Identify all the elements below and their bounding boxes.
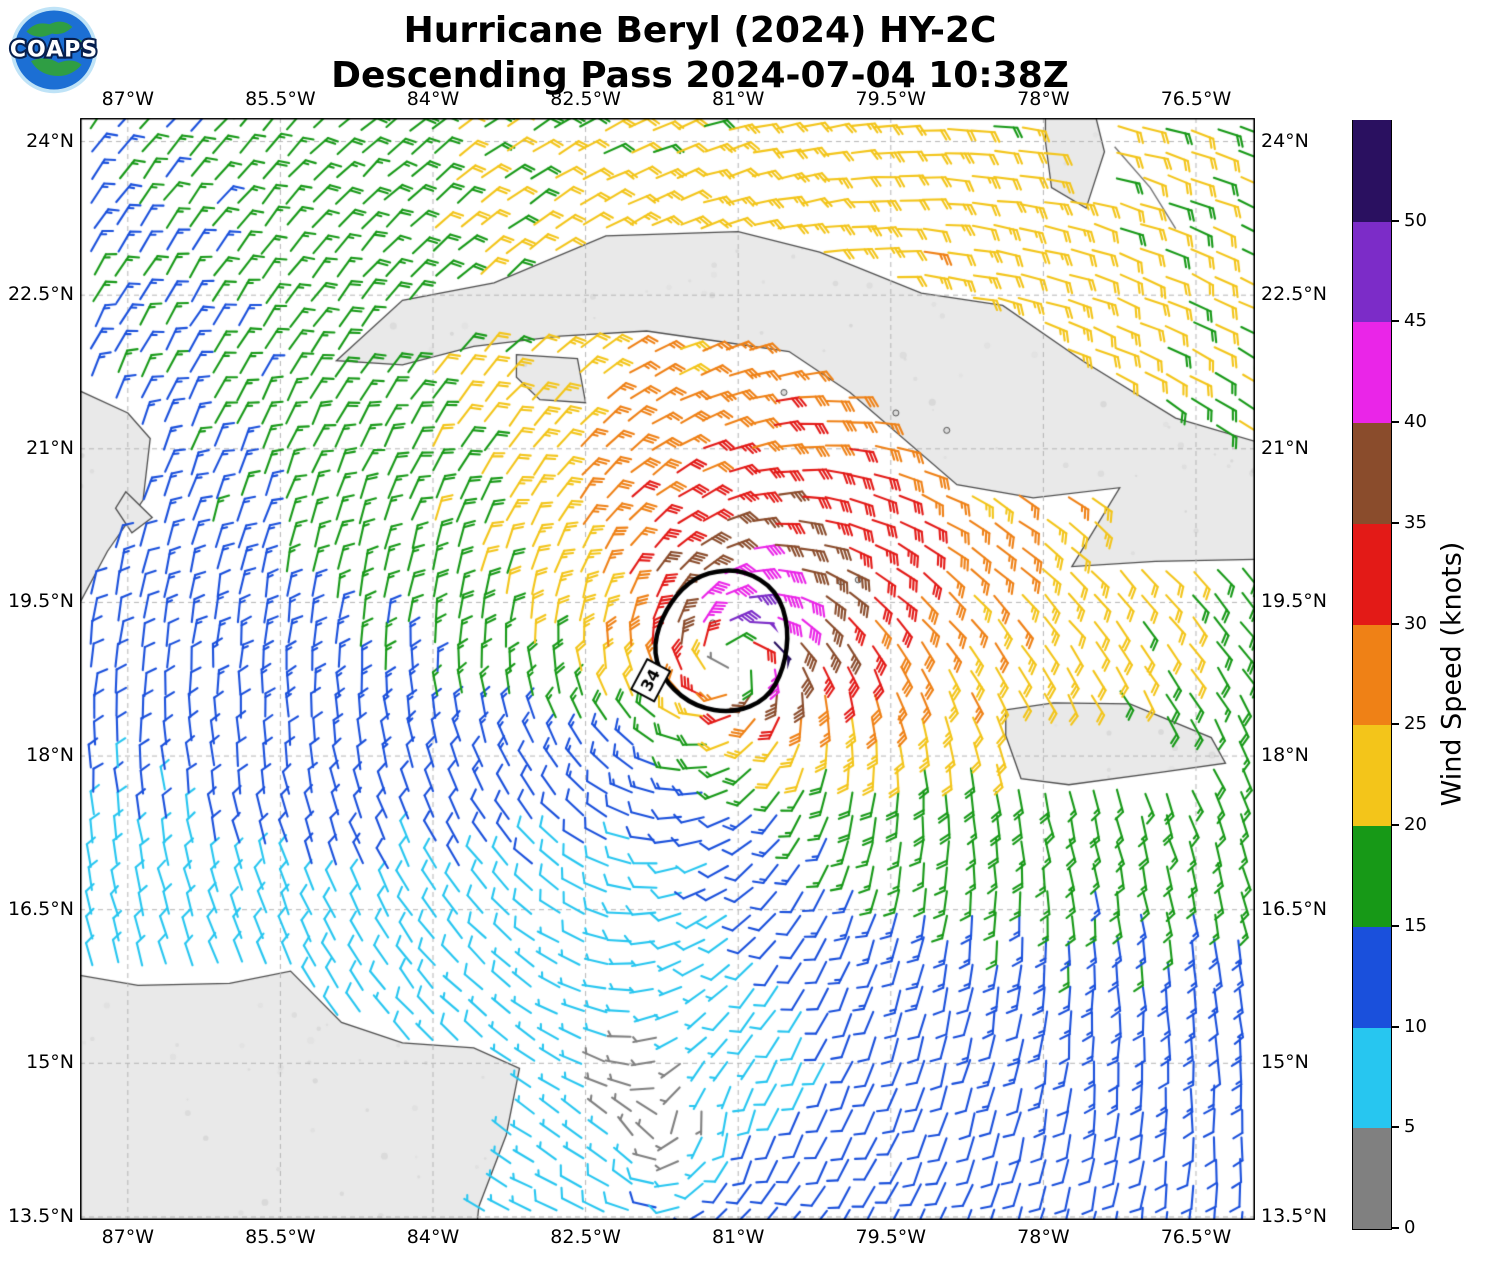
colorbar-segment [1353, 926, 1391, 1028]
colorbar-tick-label: 20 [1404, 814, 1427, 836]
lat-tick-label-right: 16.5°N [1261, 897, 1328, 920]
colorbar-tick-label: 10 [1404, 1015, 1427, 1037]
lat-tick-label-right: 15°N [1261, 1051, 1309, 1074]
colorbar-tick-label: 5 [1404, 1116, 1416, 1138]
lon-tick-label-bottom: 78°W [1017, 1226, 1070, 1248]
lat-tick-label-right: 18°N [1261, 744, 1309, 767]
lon-tick-label-top: 78°W [1017, 88, 1070, 110]
coaps-logo: COAPS [8, 6, 99, 94]
colorbar-tick-label: 30 [1404, 612, 1427, 634]
lon-tick-label-bottom: 84°W [406, 1226, 460, 1248]
lon-tick-label-top: 79.5°W [855, 88, 927, 110]
lon-tick-label-bottom: 79.5°W [855, 1226, 927, 1248]
colorbar-segment [1353, 624, 1391, 726]
lat-tick-label-right: 21°N [1261, 436, 1309, 459]
colorbar-tick [1392, 723, 1399, 726]
colorbar [1352, 120, 1392, 1230]
colorbar-tick [1392, 1227, 1399, 1229]
colorbar-tick [1392, 1126, 1399, 1129]
colorbar-segment [1353, 321, 1391, 424]
colorbar-label: Wind Speed (knots) [1436, 541, 1468, 807]
colorbar-tick [1392, 824, 1399, 827]
colorbar-tick [1392, 521, 1399, 524]
colorbar-segment [1353, 1127, 1391, 1229]
colorbar-tick-label: 50 [1404, 209, 1427, 231]
lat-tick-label-right: 22.5°N [1261, 283, 1328, 306]
lat-tick-label-left: 24°N [26, 129, 74, 152]
colorbar-tick-label: 45 [1404, 310, 1427, 332]
lat-tick-label-right: 24°N [1261, 129, 1309, 152]
lat-tick-label-left: 15°N [26, 1051, 74, 1074]
page-subtitle: Descending Pass 2024-07-04 10:38Z [331, 55, 1069, 96]
colorbar-tick [1392, 421, 1399, 424]
colorbar-segment [1353, 422, 1391, 524]
lon-tick-label-top: 87°W [101, 88, 155, 110]
lat-tick-label-left: 19.5°N [7, 590, 74, 613]
lon-tick-label-bottom: 87°W [101, 1226, 155, 1248]
title-block: Hurricane Beryl (2024) HY-2C Descending … [0, 8, 1400, 98]
lon-tick-label-top: 85.5°W [245, 88, 316, 110]
lon-tick-label-top: 76.5°W [1160, 88, 1232, 110]
lat-tick-label-right: 19.5°N [1261, 590, 1328, 613]
colorbar-tick [1392, 924, 1399, 927]
colorbar-tick-label: 0 [1404, 1217, 1416, 1238]
colorbar-tick-label: 35 [1404, 511, 1427, 533]
lon-tick-label-top: 82.5°W [550, 88, 621, 110]
lat-tick-label-left: 16.5°N [7, 897, 74, 920]
colorbar-tick [1392, 1025, 1399, 1028]
lat-tick-label-left: 21°N [26, 436, 74, 459]
lon-tick-label-top: 84°W [406, 88, 460, 110]
colorbar-tick [1392, 622, 1399, 625]
map-canvas [80, 118, 1255, 1220]
lat-tick-label-left: 22.5°N [7, 283, 74, 306]
colorbar-tick-label: 15 [1404, 914, 1427, 936]
colorbar-segment [1353, 724, 1391, 827]
coaps-logo-text: COAPS [10, 37, 98, 62]
lat-tick-label-left: 18°N [26, 744, 74, 767]
colorbar-tick [1392, 219, 1399, 222]
lon-tick-label-top: 81°W [711, 88, 765, 110]
colorbar-tick [1392, 320, 1399, 323]
lat-tick-label-left: 13.5°N [7, 1204, 74, 1227]
lat-tick-label-right: 13.5°N [1261, 1204, 1328, 1227]
lon-tick-label-bottom: 76.5°W [1160, 1226, 1232, 1248]
colorbar-segment [1353, 120, 1391, 222]
colorbar-segment [1353, 523, 1391, 625]
lon-tick-label-bottom: 82.5°W [550, 1226, 621, 1248]
page-title: Hurricane Beryl (2024) HY-2C [403, 10, 997, 51]
colorbar-tick-label: 25 [1404, 713, 1427, 735]
colorbar-segment [1353, 1026, 1391, 1129]
lon-tick-label-bottom: 81°W [711, 1226, 765, 1248]
colorbar-segment [1353, 825, 1391, 927]
colorbar-tick-label: 40 [1404, 411, 1427, 433]
colorbar-segment [1353, 221, 1391, 323]
lon-tick-label-bottom: 85.5°W [245, 1226, 316, 1248]
